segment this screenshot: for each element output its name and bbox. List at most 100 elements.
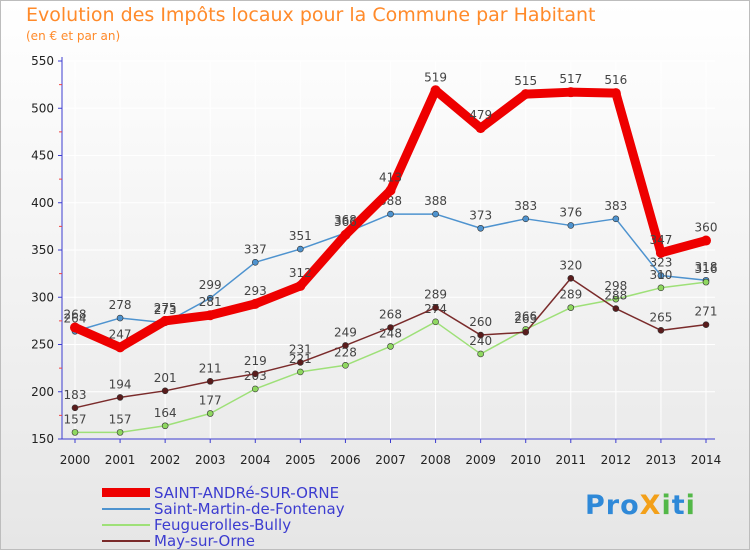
data-point-1 — [657, 284, 665, 292]
data-label-1: 157 — [109, 412, 132, 426]
x-tick-label: 2001 — [105, 453, 136, 467]
legend-item-saint-andre: SAINT-ANDRé-SUR-ORNE — [100, 485, 400, 501]
data-point-1 — [387, 343, 394, 350]
data-label-2: 260 — [469, 315, 492, 329]
y-tick-label: 200 — [31, 385, 54, 399]
data-point-2 — [387, 324, 394, 331]
x-tick-label: 2008 — [420, 453, 451, 467]
legend-swatch-feuguerolles — [102, 524, 150, 526]
data-point-1 — [71, 429, 79, 436]
data-label-2: 271 — [695, 305, 718, 319]
data-label-1: 157 — [64, 412, 87, 426]
data-point-2 — [612, 305, 620, 312]
x-tick-label: 2013 — [646, 453, 677, 467]
data-label-3: 366 — [334, 215, 357, 229]
data-point-2 — [206, 378, 214, 385]
data-point-1 — [612, 295, 620, 303]
data-point-0 — [612, 215, 620, 223]
data-label-3: 275 — [154, 301, 177, 315]
x-tick-label: 2005 — [285, 453, 316, 467]
data-point-3 — [160, 315, 171, 326]
data-label-3: 413 — [379, 170, 402, 184]
data-point-3 — [655, 247, 666, 258]
data-label-2: 249 — [334, 325, 357, 339]
data-point-2 — [522, 328, 530, 336]
data-point-3 — [115, 342, 126, 353]
data-label-1: 316 — [695, 262, 718, 276]
data-point-3 — [610, 88, 621, 99]
data-point-1 — [297, 368, 304, 376]
data-label-0: 373 — [469, 208, 492, 222]
data-label-1: 164 — [154, 406, 177, 420]
data-label-3: 517 — [559, 72, 582, 86]
x-tick-label: 2012 — [601, 453, 632, 467]
data-label-2: 265 — [649, 310, 672, 324]
data-label-3: 347 — [649, 233, 672, 247]
data-label-1: 266 — [514, 309, 537, 323]
data-label-1: 298 — [604, 279, 627, 293]
data-point-2 — [71, 404, 79, 412]
x-tick-label: 2000 — [60, 453, 91, 467]
data-point-3 — [295, 280, 306, 291]
legend-label: SAINT-ANDRé-SUR-ORNE — [154, 484, 340, 502]
data-label-3: 281 — [199, 295, 222, 309]
data-point-1 — [342, 361, 349, 369]
data-label-3: 519 — [424, 70, 447, 84]
data-point-1 — [206, 410, 214, 417]
data-label-2: 268 — [379, 307, 402, 321]
proxiti-logo: ProXiti — [585, 490, 696, 521]
x-tick-label: 2007 — [375, 453, 406, 467]
x-tick-label: 2006 — [330, 453, 361, 467]
data-label-0: 278 — [109, 298, 132, 312]
y-tick-label: 250 — [31, 338, 54, 352]
data-point-2 — [342, 342, 349, 349]
data-point-1 — [251, 385, 259, 393]
data-point-2 — [432, 304, 439, 311]
data-label-0: 376 — [559, 205, 582, 219]
x-tick-label: 2002 — [150, 453, 181, 467]
data-label-0: 323 — [649, 256, 672, 270]
data-label-2: 263 — [514, 312, 537, 326]
data-point-0 — [657, 272, 665, 279]
y-tick-label: 450 — [31, 149, 54, 163]
y-tick-label: 300 — [31, 290, 54, 304]
data-point-0 — [567, 222, 575, 229]
data-label-2: 320 — [559, 258, 582, 272]
legend-swatch-may-sur-orne — [102, 540, 150, 542]
x-tick-label: 2009 — [465, 453, 496, 467]
y-tick-label: 550 — [31, 54, 54, 68]
data-point-3 — [340, 229, 351, 240]
data-point-3 — [250, 298, 261, 309]
data-point-0 — [387, 210, 394, 218]
data-point-1 — [567, 304, 575, 311]
data-point-0 — [297, 245, 304, 253]
legend-item-saint-martin: Saint-Martin-de-Fontenay — [100, 501, 400, 517]
data-point-2 — [702, 321, 710, 328]
data-label-0: 337 — [244, 242, 267, 256]
data-point-0 — [522, 215, 530, 223]
data-label-2: 289 — [424, 288, 447, 302]
data-label-1: 228 — [334, 345, 357, 359]
data-label-1: 221 — [289, 352, 312, 366]
data-label-0: 383 — [514, 199, 537, 213]
data-point-2 — [567, 275, 575, 282]
data-label-1: 177 — [199, 393, 222, 407]
data-label-1: 289 — [559, 288, 582, 302]
data-point-3 — [205, 310, 216, 321]
data-point-3 — [385, 185, 396, 196]
data-point-2 — [251, 370, 259, 378]
data-label-0: 318 — [695, 260, 718, 274]
y-tick-label: 400 — [31, 196, 54, 210]
data-label-0: 299 — [199, 278, 222, 292]
data-label-2: 201 — [154, 371, 177, 385]
data-label-3: 247 — [109, 327, 132, 341]
x-tick-label: 2004 — [240, 453, 271, 467]
data-point-3 — [701, 235, 711, 246]
data-label-3: 360 — [695, 221, 718, 235]
data-point-0 — [206, 294, 214, 302]
data-label-3: 312 — [289, 266, 312, 280]
data-label-0: 383 — [604, 199, 627, 213]
legend-label: Feuguerolles-Bully — [154, 516, 292, 534]
data-point-2 — [297, 359, 304, 366]
y-tick-label: 500 — [31, 101, 54, 115]
